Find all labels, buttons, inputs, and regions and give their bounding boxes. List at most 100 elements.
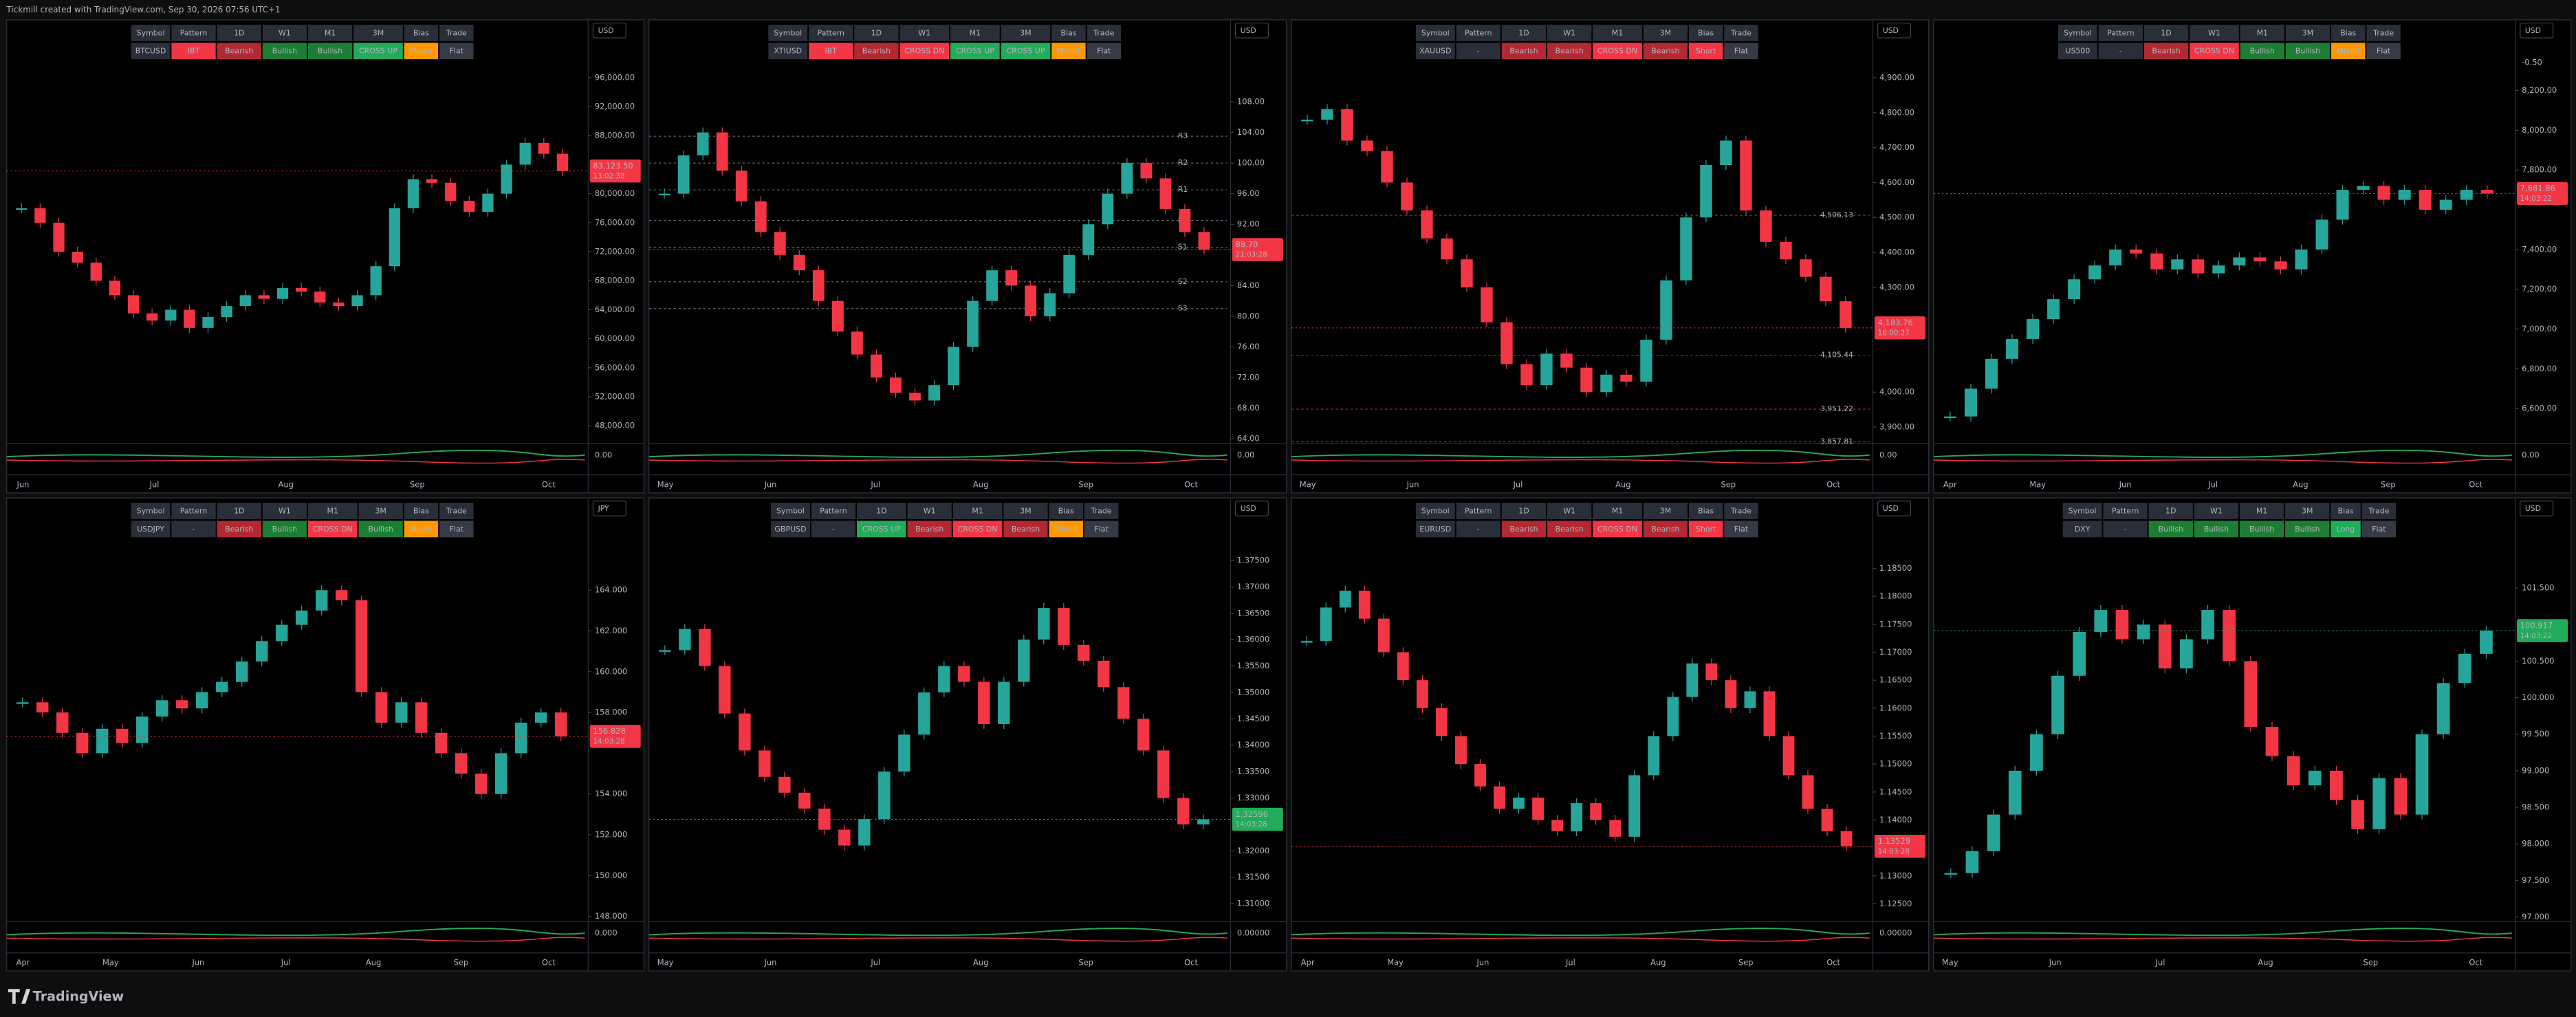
candle [2094,610,2108,632]
candle [1840,301,1852,328]
table-header: Symbol [2064,28,2092,37]
table-header: Bias [413,507,429,516]
candle [2372,778,2386,829]
candle [1987,814,2000,851]
table-header: 3M [2302,28,2313,37]
table-header: W1 [1563,507,1575,516]
candle [1320,607,1332,642]
currency: USD [1241,26,1256,35]
candle [2130,249,2143,254]
table-header: 3M [1660,507,1671,516]
candle [871,354,882,378]
table-value: Bearish [225,47,253,56]
candle [76,732,89,754]
y-tick-label: 100.00 [1237,158,1265,168]
table-value: Flat [1094,525,1109,534]
table-header: Trade [1730,28,1751,37]
table-value: Bullish [2204,525,2229,534]
candle [1117,687,1130,719]
candle [2458,653,2471,684]
currency: USD [1883,504,1899,513]
table-value: CROSS UP [1006,47,1045,56]
candle [1137,719,1150,751]
y-tick-label: 1.15000 [1879,759,1912,769]
table-header: W1 [924,507,936,516]
candle [1640,340,1652,382]
table-header-cell [2366,24,2401,41]
table-cell [131,521,171,538]
x-tick-label: Oct [2469,958,2482,967]
table-header: Bias [2340,28,2356,37]
y-tick-label: 4,800.00 [1879,107,1914,117]
indicator-line [648,937,1227,942]
panels: USD 96,000.00 92,000.00 88,000.00 80,000.00 7… [6,19,2572,972]
candle [1628,775,1641,837]
time-label: 14:03:28 [1878,847,1910,855]
y-tick-label: 104.00 [1237,127,1265,137]
indicator-line [1291,459,1870,464]
price-label: 1.13529 [1878,836,1910,846]
candle [1500,322,1513,364]
table-cell [171,521,216,538]
table-header: Bias [1698,507,1714,516]
y-tick-label: 100.500 [2522,656,2554,666]
candle [1782,736,1795,776]
y-tick-label: 100.000 [2522,692,2554,702]
candle [256,641,268,661]
table-cell [307,43,353,60]
x-tick-label: Oct [542,479,556,489]
y-tick-label: 80.00 [1237,311,1260,320]
candle [1840,831,1853,846]
table-cell [2103,521,2148,538]
candle [1520,364,1533,386]
indicator-line [648,928,1227,937]
candle [36,702,49,713]
y-tick-label: 1.37000 [1237,582,1269,591]
candle [967,300,979,347]
table-value: - [1477,47,1480,56]
table-cell [353,43,403,60]
y-tick-label: 1.33000 [1237,793,1269,802]
table-header-cell [2240,24,2284,41]
currency-box [1877,22,1912,39]
candle [1800,259,1812,277]
x-tick-label: Jul [2155,958,2165,967]
table-header: M1 [972,507,983,516]
table-cell [2098,43,2143,60]
candle [2419,190,2432,210]
table-cell [899,43,950,60]
candle [1421,210,1433,239]
candle [1381,151,1393,183]
table-value: USDJPY [137,525,164,534]
x-tick-label: Oct [542,958,556,967]
price-label: 4,183.76 [1878,318,1913,327]
x-tick-label: Oct [2469,479,2482,489]
y-tick-label: 7,000.00 [2522,324,2557,333]
candle [928,385,940,401]
x-tick-label: May [2029,479,2046,489]
table-value: Mixed [1058,47,1080,56]
table-header: Pattern [818,28,845,37]
table-header-cell [768,24,808,41]
table-value: CROSS DN [1597,47,1637,56]
y-tick-label: 6,800.00 [2522,364,2557,373]
candle [1740,140,1752,211]
candle [2212,265,2225,274]
candle [407,179,419,208]
table-value: IBT [825,47,838,56]
x-tick-label: Jul [1565,958,1575,967]
candle [556,153,569,171]
candle [1455,736,1467,765]
candle [239,295,251,307]
table-cell [2190,43,2239,60]
candle [2051,675,2064,734]
chart-panel: USD 8,200.00 8,000.00 7,800.00 7,400.00 7,200… [1933,19,2572,494]
chart-panel: USD 4,900.00 4,800.00 4,700.00 4,600.00 4,500… [1291,19,1930,494]
table-value: - [2124,525,2127,534]
candle [2171,259,2184,270]
table-cell [1593,521,1642,538]
candle [1397,652,1409,681]
table-header: Symbol [1421,507,1450,516]
y-tick-label: 7,800.00 [2522,165,2557,175]
table-value: CROSS DN [958,525,998,534]
